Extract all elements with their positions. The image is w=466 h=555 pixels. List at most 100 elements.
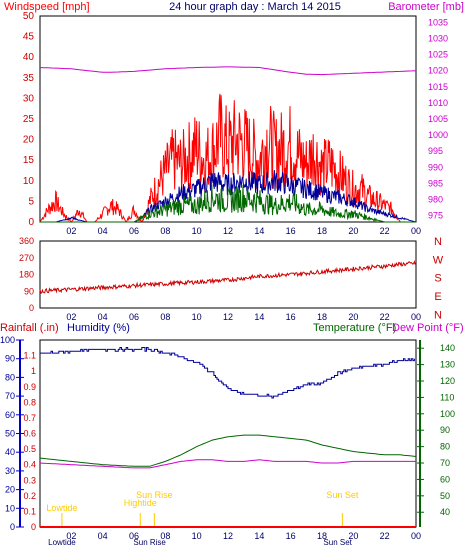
rain-y-tick-label: 0.3 [23,475,36,485]
barometer-y-tick-label: 1025 [428,50,448,60]
temperature-y-tick-label: 50 [440,491,450,501]
humidity-y-tick-label: 20 [5,485,15,495]
barometer-title: Barometer [mb] [388,1,464,13]
humidity-y-tick-label: 50 [5,429,15,439]
direction-panel-frame [39,240,417,309]
compass-label: S [434,273,441,285]
wind-y-tick-label: 20 [23,135,35,146]
direction-x-tick-label: 14 [254,312,264,322]
rainfall-title: Rainfall (.in) [0,322,59,334]
event-marker-label: Sun Set [326,490,359,500]
direction-x-tick-label: 18 [317,312,327,322]
direction-x-tick-label: 02 [66,312,76,322]
barometer-y-tick-label: 1015 [428,82,448,92]
wind-y-tick-label: 50 [23,11,35,22]
humidity-y-tick-label: 10 [5,503,15,513]
direction-y-tick-label: 270 [19,253,34,263]
temperature-y-tick-label: 80 [440,442,450,452]
rain-y-tick-label: 1.1 [23,351,36,361]
humidity-y-tick-label: 100 [0,335,15,345]
barometer-y-tick-label: 1010 [428,98,448,108]
barometer-y-tick-label: 1035 [428,17,448,27]
wind-x-tick-label: 12 [223,226,233,236]
humidity-x-tick-label: 10 [192,531,202,541]
dewpoint-title: Dew Point (°F) [392,322,464,334]
barometer-y-tick-label: 1000 [428,130,448,140]
event-marker-label: Lowtide [46,503,77,513]
barometer-y-tick-label: 1030 [428,34,448,44]
direction-x-tick-label: 12 [223,312,233,322]
humidity-title: Humidity (%) [67,322,130,334]
direction-x-tick-label: 10 [192,312,202,322]
humidity-y-tick-label: 0 [10,522,15,532]
event-marker-label: Hightide [124,498,157,508]
wind-y-tick-label: 30 [23,93,35,104]
temperature-title: Temperature (°F) [313,322,396,334]
barometer-y-tick-label: 995 [428,146,443,156]
wind-y-tick-label: 45 [23,32,35,43]
wind-x-tick-label: 14 [254,226,264,236]
wind-x-tick-label: 08 [160,226,170,236]
humidity-x-tick-label: 22 [380,531,390,541]
temperature-y-tick-label: 90 [440,425,450,435]
rain-y-tick-label: 1 [31,366,36,376]
humidity-x-tick-label: 08 [160,531,170,541]
direction-y-tick-label: 90 [24,286,34,296]
humidity-series-line [40,347,415,399]
rain-y-tick-label: 0.1 [23,506,36,516]
wind-y-tick-label: 10 [23,176,35,187]
temperature-y-tick-label: 140 [440,343,455,353]
humidity-x-tick-label: 14 [254,531,264,541]
humidity-y-tick-label: 40 [5,447,15,457]
barometer-y-tick-label: 985 [428,178,443,188]
compass-label: N [434,309,442,321]
wind-x-tick-label: 22 [380,226,390,236]
humidity-y-tick-label: 90 [5,354,15,364]
event-bottom-label: Sun Rise [133,538,166,547]
humidity-x-tick-label: 18 [317,531,327,541]
graph-title: 24 hour graph day : March 14 2015 [169,1,341,13]
direction-x-tick-label: 16 [286,312,296,322]
barometer-y-tick-label: 980 [428,194,443,204]
compass-label: N [434,236,442,248]
event-bottom-label: Sun Set [323,538,352,547]
humidity-x-tick-label: 16 [286,531,296,541]
direction-x-tick-label: 20 [348,312,358,322]
rain-y-tick-label: 0.4 [23,460,36,470]
rain-y-tick-label: 0.2 [23,491,36,501]
event-marker-label: Sun Rise [136,490,173,500]
direction-x-tick-label: 22 [380,312,390,322]
wind-y-tick-label: 25 [23,114,35,125]
wind-y-tick-label: 35 [23,73,35,84]
wind-y-tick-label: 40 [23,52,35,63]
temperature-y-tick-label: 120 [440,376,455,386]
rain-y-tick-label: 0.8 [23,397,36,407]
minimum-series-line [40,183,416,223]
barometer-y-tick-label: 990 [428,162,443,172]
wind-x-tick-label: 00 [411,226,421,236]
temperature-y-tick-label: 100 [440,409,455,419]
wind-x-tick-label: 16 [286,226,296,236]
dewpoint-series-line [39,459,416,469]
humidity-x-tick-label: 12 [223,531,233,541]
rain-y-tick-label: 0.7 [23,413,36,423]
direction-series-line [39,260,416,294]
barometer-y-tick-label: 975 [428,211,443,221]
temperature-y-tick-label: 70 [440,458,450,468]
temperature-y-tick-label: 110 [440,392,454,402]
temperature-series-line [39,434,417,467]
wind-x-tick-label: 02 [66,226,76,236]
humidity-y-tick-label: 30 [5,466,15,476]
direction-x-tick-label: 00 [411,312,421,322]
barometer-y-tick-label: 1005 [428,114,448,124]
humidity-y-tick-label: 60 [5,410,15,420]
direction-x-tick-label: 08 [160,312,170,322]
wind-x-tick-label: 18 [317,226,327,236]
rain-y-tick-label: 0.9 [23,382,36,392]
rain-y-tick-label: 0.6 [23,429,36,439]
wind-x-tick-label: 20 [348,226,358,236]
rain-y-tick-label: 0 [31,522,36,532]
temperature-y-tick-label: 40 [440,507,450,517]
wind-y-tick-label: 5 [28,196,34,207]
